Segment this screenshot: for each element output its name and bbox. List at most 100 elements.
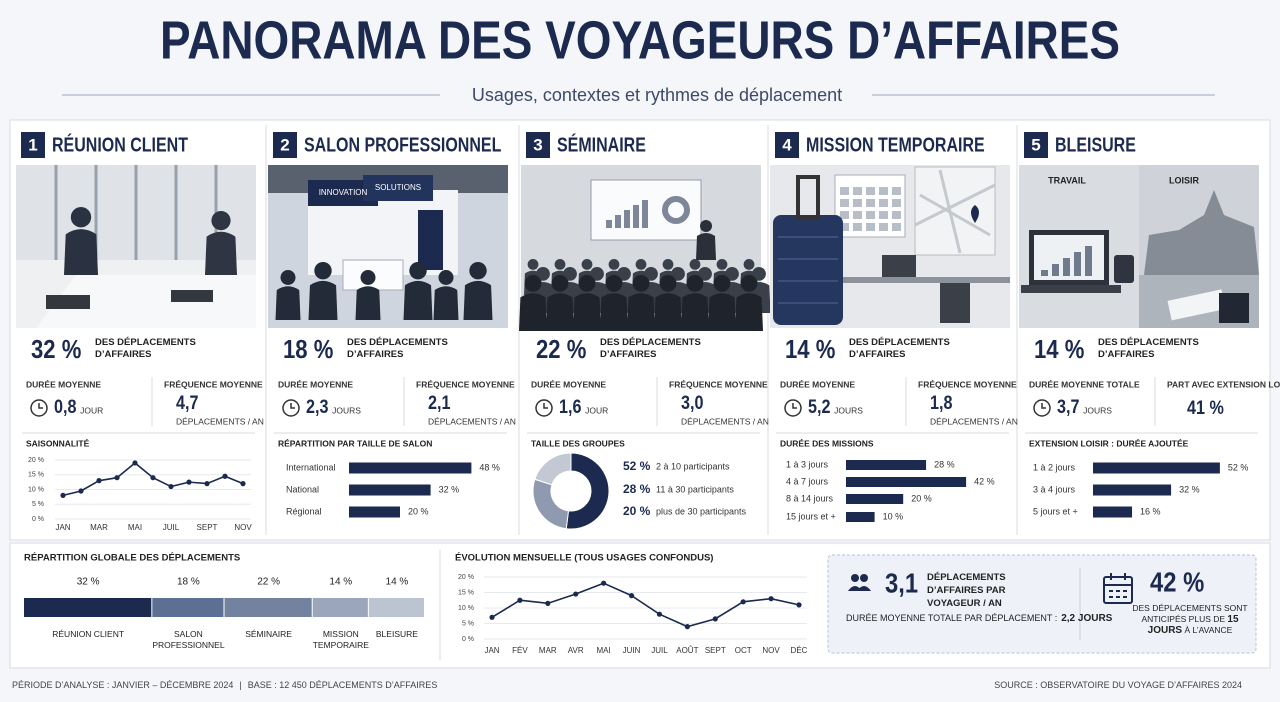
- x-tick-label: JAN: [55, 523, 70, 532]
- bar-segment: [368, 598, 424, 617]
- photo-shape: [840, 187, 849, 195]
- bar-segment: [312, 598, 368, 617]
- share-value: 18 %: [283, 334, 333, 364]
- photo-shape: [1041, 270, 1048, 276]
- stat-label: PART AVEC EXTENSION LOISIR: [1167, 379, 1280, 389]
- photo-shape: [605, 275, 623, 292]
- clock-icon: [30, 399, 48, 417]
- bar-label: 3 à 4 jours: [1033, 484, 1076, 494]
- point: [601, 580, 607, 586]
- clock-icon: [535, 399, 553, 417]
- chart-title: TAILLE DES GROUPES: [531, 438, 625, 448]
- y-tick-label: 15 %: [28, 472, 44, 479]
- bar-segment: [152, 598, 224, 617]
- photo-shape: [659, 275, 677, 292]
- photo-shape: [632, 275, 650, 292]
- stat-value: 2,3: [306, 397, 328, 418]
- number-badge: [273, 132, 297, 158]
- bar-label: International: [286, 462, 336, 472]
- people-icon: [848, 574, 871, 591]
- stat-label: DURÉE MOYENNE: [26, 379, 101, 389]
- photo-label: INNOVATION: [319, 188, 368, 197]
- photo-shape: [615, 215, 621, 228]
- photo-shape: [617, 267, 631, 281]
- clock-icon: [1041, 403, 1046, 409]
- y-tick-label: 5 %: [32, 501, 44, 508]
- card-title: BLEISURE: [1055, 134, 1136, 156]
- photo-shape: [853, 223, 862, 231]
- value-label: 14 %: [386, 577, 409, 588]
- photo-shape: [1063, 258, 1070, 276]
- photo-label: SOLUTIONS: [375, 183, 421, 192]
- bar: [349, 462, 472, 474]
- photo-shape: [554, 259, 566, 270]
- photo-shape: [360, 270, 376, 285]
- calendar-icon: [1103, 573, 1133, 604]
- clock-icon: [784, 399, 802, 417]
- bar: [1093, 506, 1133, 518]
- photo-shape: [418, 210, 443, 270]
- number-badge: [775, 132, 799, 158]
- card-number: 4: [782, 135, 792, 154]
- bar-label: 5 jours et +: [1033, 506, 1078, 516]
- stat-value: 3,7: [1057, 397, 1079, 418]
- y-tick-label: 0 %: [32, 516, 44, 523]
- photo-shape: [681, 293, 709, 331]
- value-label: 32 %: [439, 484, 460, 494]
- photo-shape: [1219, 293, 1249, 323]
- footer-left: PÉRIODE D’ANALYSE : JANVIER – DÉCEMBRE 2…: [12, 680, 437, 690]
- kpi-text: DES DÉPLACEMENTS SONT ANTICIPÉS PLUS DE …: [1125, 603, 1255, 636]
- photo-shape: [740, 275, 758, 292]
- x-tick-label: OCT: [735, 646, 752, 655]
- value-label: 48 %: [479, 462, 500, 472]
- clock-icon: [792, 403, 797, 409]
- point: [150, 475, 156, 481]
- kpi-value: 3,1: [885, 567, 918, 598]
- segment-label: SALON PROFESSIONNEL: [152, 629, 225, 650]
- bar-label: 8 à 14 jours: [786, 493, 834, 503]
- x-tick-label: AOÛT: [676, 646, 698, 655]
- card-number: 3: [533, 135, 542, 154]
- value-label: 20 %: [623, 504, 651, 518]
- chart-title: RÉPARTITION PAR TAILLE DE SALON: [278, 438, 432, 448]
- photo-shape: [773, 215, 843, 325]
- stat-unit: JOUR: [80, 405, 103, 415]
- share-value: 22 %: [536, 334, 586, 364]
- footer-period: PÉRIODE D’ANALYSE : JANVIER – DÉCEMBRE 2…: [12, 680, 234, 690]
- share-text: DES DÉPLACEMENTS D’AFFAIRES: [849, 337, 950, 360]
- x-tick-label: FÉV: [512, 646, 528, 655]
- photo-shape: [940, 283, 970, 323]
- photo-shape: [46, 295, 90, 309]
- photo-shape: [606, 220, 612, 228]
- photo-shape: [892, 199, 901, 207]
- photo-shape: [280, 270, 296, 285]
- photo-shape: [671, 267, 685, 281]
- stat-unit: JOURS: [332, 405, 361, 415]
- photo-shape: [879, 223, 888, 231]
- point: [628, 593, 635, 599]
- photo-shape: [914, 166, 996, 256]
- chart-title: ÉVOLUTION MENSUELLE (TOUS USAGES CONFOND…: [455, 553, 713, 564]
- photo-shape: [840, 223, 849, 231]
- photo-shape: [355, 286, 381, 320]
- point: [684, 624, 690, 630]
- clock-icon: [290, 403, 295, 409]
- photo-shape: [1074, 252, 1081, 276]
- photo-shape: [752, 267, 766, 281]
- x-tick-label: SEPT: [197, 523, 218, 532]
- photo-shape: [581, 259, 593, 270]
- photo-shape: [662, 196, 690, 224]
- bar: [846, 477, 967, 487]
- x-tick-label: MAI: [128, 523, 142, 532]
- stat-label: FRÉQUENCE MOYENNE: [164, 379, 263, 389]
- stat-unit: DÉPLACEMENTS / AN: [176, 416, 264, 426]
- bar-segment: [224, 598, 312, 617]
- footer-source: SOURCE : OBSERVATOIRE DU VOYAGE D’AFFAIR…: [994, 680, 1242, 690]
- photo-shape: [892, 211, 901, 219]
- photo-shape: [463, 280, 493, 320]
- y-tick-label: 5 %: [462, 620, 474, 627]
- photo-shape: [627, 293, 655, 331]
- photo-shape: [308, 280, 338, 320]
- photo-shape: [1114, 255, 1134, 283]
